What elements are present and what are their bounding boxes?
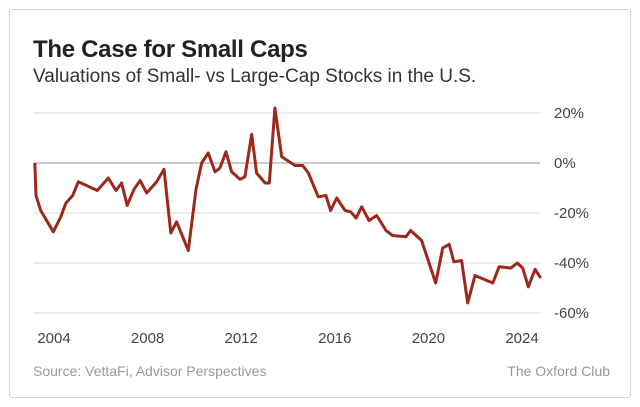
source-note: Source: VettaFi, Advisor Perspectives — [33, 363, 267, 379]
brand-label: The Oxford Club — [507, 363, 610, 379]
chart-title: The Case for Small Caps — [33, 36, 308, 63]
valuation-line — [33, 106, 542, 305]
x-tick-label: 2020 — [412, 330, 445, 347]
x-tick-label: 2016 — [318, 330, 351, 347]
y-tick-label: -20% — [554, 205, 589, 222]
y-tick-label: 20% — [554, 105, 584, 122]
x-tick-label: 2024 — [505, 330, 538, 347]
x-tick-label: 2012 — [225, 330, 258, 347]
x-tick-label: 2008 — [131, 330, 164, 347]
x-tick-label: 2004 — [37, 330, 70, 347]
y-tick-label: 0% — [554, 155, 576, 172]
y-tick-label: -40% — [554, 255, 589, 272]
y-tick-label: -60% — [554, 305, 589, 322]
chart-subtitle: Valuations of Small- vs Large-Cap Stocks… — [33, 66, 477, 87]
chart-frame — [9, 9, 631, 398]
